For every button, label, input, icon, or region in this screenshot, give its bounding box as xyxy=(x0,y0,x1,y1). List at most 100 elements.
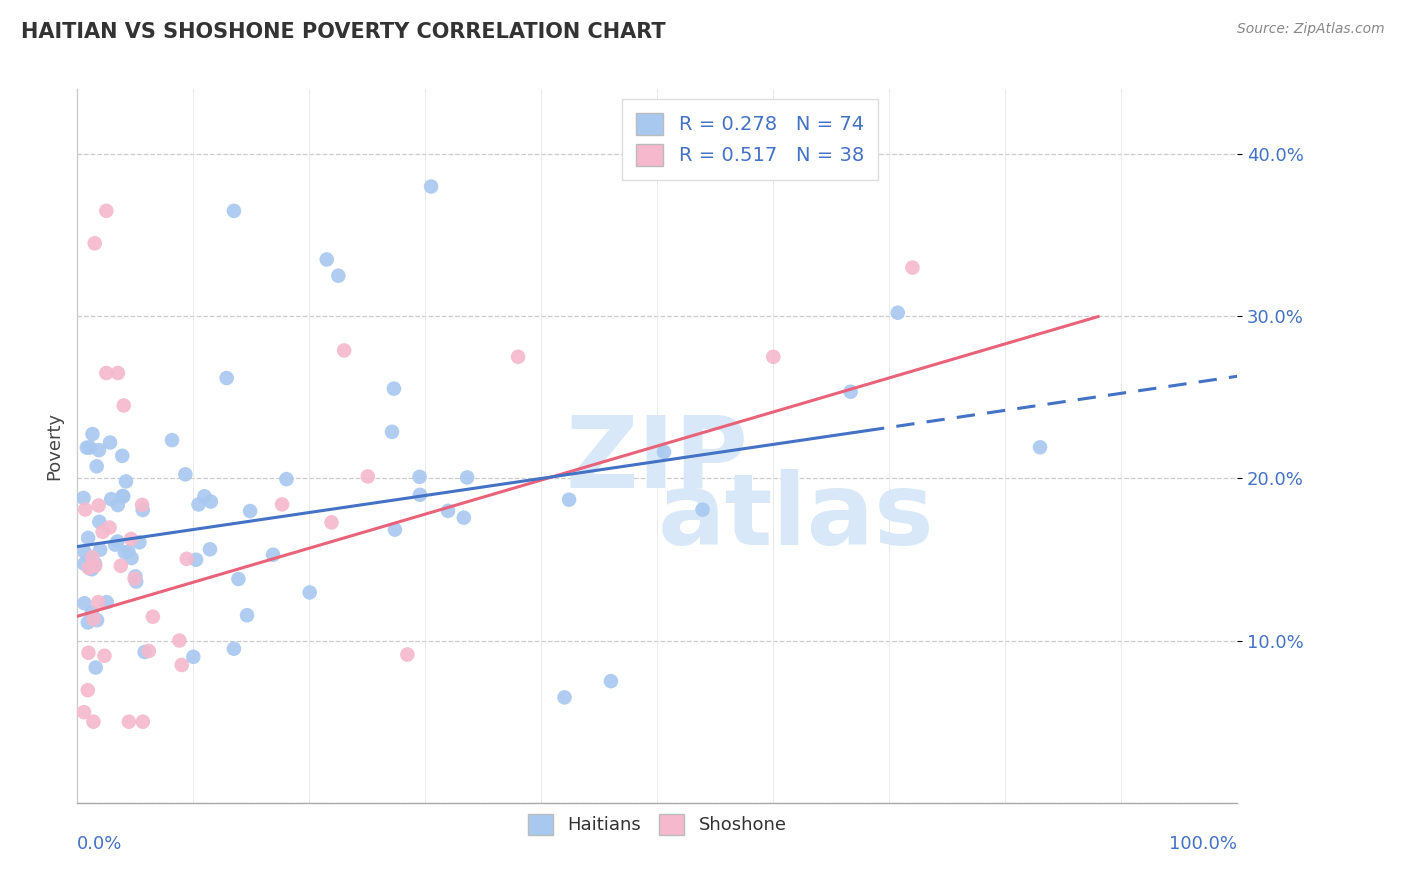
Point xyxy=(132,503,155,517)
Point xyxy=(79,441,101,455)
Point xyxy=(187,498,209,512)
Point xyxy=(121,551,143,566)
Text: 0.0%: 0.0% xyxy=(77,835,122,853)
Point xyxy=(128,535,150,549)
Point xyxy=(170,657,193,672)
Point xyxy=(86,613,108,627)
Point xyxy=(84,558,107,573)
Point xyxy=(132,714,155,729)
Point xyxy=(437,504,460,518)
Point xyxy=(117,544,139,558)
Point xyxy=(82,427,104,442)
Point xyxy=(382,382,405,396)
Point xyxy=(87,595,110,609)
Point xyxy=(112,399,135,413)
Point xyxy=(107,534,129,549)
Point xyxy=(357,469,380,483)
Point xyxy=(104,538,127,552)
Point xyxy=(200,494,222,508)
Point xyxy=(408,470,430,484)
Point xyxy=(80,561,103,575)
Point xyxy=(76,615,98,630)
Point xyxy=(112,489,135,503)
Point xyxy=(125,574,148,589)
Legend: Haitians, Shoshone: Haitians, Shoshone xyxy=(519,805,796,844)
Point xyxy=(100,492,122,507)
Point xyxy=(114,545,136,559)
Point xyxy=(96,595,118,609)
Text: atlas: atlas xyxy=(658,469,935,566)
Point xyxy=(118,714,141,729)
Point xyxy=(72,491,94,505)
Point xyxy=(83,236,105,251)
Point xyxy=(198,542,221,557)
Text: HAITIAN VS SHOSHONE POVERTY CORRELATION CHART: HAITIAN VS SHOSHONE POVERTY CORRELATION … xyxy=(21,22,665,42)
Point xyxy=(91,524,114,539)
Point xyxy=(228,572,250,586)
Point xyxy=(176,551,198,566)
Text: ZIP: ZIP xyxy=(565,412,749,508)
Point xyxy=(298,585,321,599)
Point xyxy=(89,542,111,557)
Point xyxy=(409,488,432,502)
Point xyxy=(160,433,183,447)
Point xyxy=(333,343,356,358)
Point xyxy=(75,502,97,516)
Point xyxy=(169,633,191,648)
Point xyxy=(84,660,107,674)
Point xyxy=(652,445,675,459)
Point xyxy=(456,470,478,484)
Point xyxy=(76,683,98,698)
Point xyxy=(98,435,121,450)
Point xyxy=(236,608,259,623)
Point xyxy=(111,449,134,463)
Point xyxy=(111,489,134,503)
Point xyxy=(76,441,98,455)
Point xyxy=(239,504,262,518)
Point xyxy=(84,557,107,571)
Point xyxy=(77,646,100,660)
Point xyxy=(80,551,103,566)
Text: 100.0%: 100.0% xyxy=(1170,835,1237,853)
Point xyxy=(96,366,118,380)
Point xyxy=(73,544,96,558)
Point xyxy=(384,523,406,537)
Point xyxy=(87,499,110,513)
Point xyxy=(271,497,294,511)
Point xyxy=(107,498,129,512)
Point xyxy=(77,531,100,545)
Point xyxy=(692,502,714,516)
Point xyxy=(262,548,284,562)
Point xyxy=(115,475,138,489)
Point xyxy=(134,645,156,659)
Point xyxy=(315,252,337,267)
Point xyxy=(222,641,245,656)
Point xyxy=(558,492,581,507)
Text: Source: ZipAtlas.com: Source: ZipAtlas.com xyxy=(1237,22,1385,37)
Point xyxy=(110,558,132,573)
Point xyxy=(82,714,104,729)
Point xyxy=(138,644,160,658)
Point xyxy=(131,498,153,512)
Point xyxy=(554,690,576,705)
Point xyxy=(80,562,103,576)
Point xyxy=(1029,440,1052,454)
Point xyxy=(86,459,108,474)
Point xyxy=(222,203,245,218)
Point xyxy=(381,425,404,439)
Point xyxy=(762,350,785,364)
Point xyxy=(453,510,475,524)
Point xyxy=(89,515,111,529)
Point xyxy=(93,648,115,663)
Point xyxy=(184,553,207,567)
Point xyxy=(77,561,100,575)
Point xyxy=(142,609,165,624)
Point xyxy=(193,489,215,503)
Point xyxy=(87,443,110,458)
Y-axis label: Poverty: Poverty xyxy=(45,412,63,480)
Point xyxy=(120,532,142,546)
Point xyxy=(396,648,419,662)
Point xyxy=(124,572,146,586)
Point xyxy=(839,384,862,399)
Point xyxy=(321,516,343,530)
